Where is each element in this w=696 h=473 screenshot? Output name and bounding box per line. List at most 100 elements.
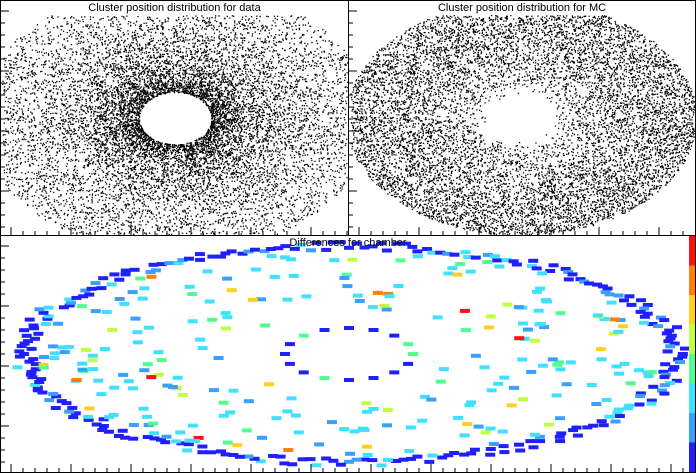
interior-bin	[187, 292, 198, 296]
interior-bin	[362, 409, 373, 414]
outer-ring-bin	[216, 254, 226, 259]
interior-bin	[586, 383, 597, 387]
outer-ring-bin	[184, 256, 194, 261]
outer-ring-bin	[289, 246, 300, 251]
outer-ring-bin	[156, 437, 166, 442]
interior-bin	[90, 309, 101, 314]
outer-ring-bin	[91, 422, 102, 427]
interior-bin	[184, 438, 195, 443]
outer-ring-bin	[665, 336, 676, 341]
outer-ring-bin	[525, 439, 536, 444]
outer-ring-bin	[382, 458, 393, 462]
outer-ring-bin	[659, 391, 670, 396]
interior-bin	[187, 423, 198, 428]
outer-ring-bin	[511, 262, 522, 267]
outer-ring-bin	[145, 270, 156, 275]
outer-ring-bin	[646, 401, 657, 406]
interior-bin	[494, 264, 505, 269]
interior-bin	[144, 325, 154, 330]
interior-bin	[243, 399, 254, 404]
interior-bin	[372, 290, 383, 295]
outer-ring-bin	[642, 311, 653, 316]
interior-bin	[367, 305, 378, 310]
outer-ring-bin	[466, 451, 477, 456]
outer-ring-bin	[30, 367, 41, 372]
outer-ring-bin	[563, 270, 574, 274]
outer-ring-bin	[614, 414, 625, 418]
interior-bin	[184, 284, 195, 289]
outer-ring-bin	[226, 249, 237, 254]
mc-cluster-title: Cluster position distribution for MC	[437, 2, 607, 14]
outer-ring-bin	[597, 284, 608, 289]
outer-ring-bin	[483, 252, 493, 257]
interior-bin	[591, 402, 602, 406]
interior-bin	[555, 416, 566, 421]
outer-ring-bin	[321, 247, 332, 252]
outer-ring-bin	[391, 459, 402, 463]
interior-bin	[146, 274, 157, 279]
interior-bin	[162, 383, 173, 388]
interior-bin	[135, 276, 146, 281]
outer-ring-bin	[600, 290, 611, 295]
outer-ring-bin	[531, 266, 542, 271]
data-cluster-pad: Cluster position distribution for data	[0, 0, 349, 236]
outer-ring-bin	[114, 277, 125, 282]
interior-bin	[187, 319, 198, 324]
inner-ring-bin	[319, 328, 330, 332]
outer-ring-bin	[567, 272, 578, 277]
interior-bin	[314, 442, 325, 447]
interior-bin	[247, 297, 258, 302]
interior-bin	[485, 314, 496, 319]
outer-ring-bin	[489, 254, 500, 259]
interior-bin	[197, 346, 208, 351]
interior-bin	[269, 274, 280, 279]
interior-bin	[87, 358, 98, 363]
outer-ring-bin	[528, 258, 539, 263]
interior-bin	[329, 258, 340, 263]
interior-bin	[482, 260, 493, 264]
interior-bin	[362, 453, 373, 457]
interior-bin	[107, 328, 118, 332]
outer-ring-bin	[335, 462, 346, 467]
outer-ring-bin	[407, 244, 418, 249]
interior-bin	[139, 286, 150, 291]
interior-bin	[38, 362, 49, 367]
outer-ring-bin	[400, 241, 411, 246]
interior-bin	[488, 442, 499, 446]
interior-bin	[615, 318, 626, 322]
interior-bin	[453, 415, 463, 420]
outer-ring-bin	[176, 441, 187, 446]
interior-bin	[354, 299, 365, 303]
interior-bin	[552, 362, 563, 367]
interior-bin	[195, 337, 206, 342]
interior-bin	[497, 429, 508, 434]
outer-ring-bin	[639, 314, 650, 319]
outer-ring-bin	[660, 372, 671, 377]
outer-ring-bin	[120, 268, 131, 273]
interior-bin	[432, 315, 443, 320]
outer-ring-bin	[624, 294, 635, 299]
outer-ring-bin	[527, 264, 537, 269]
outer-ring-bin	[610, 419, 621, 424]
outer-ring-bin	[78, 294, 89, 299]
outer-ring-bin	[30, 383, 41, 387]
interior-bin	[483, 325, 494, 330]
outer-ring-bin	[98, 276, 109, 281]
outer-ring-bin	[470, 255, 481, 260]
color-palette	[689, 236, 695, 472]
interior-bin	[459, 308, 470, 313]
outer-ring-bin	[206, 450, 217, 455]
outer-ring-bin	[663, 339, 674, 344]
outer-ring-bin	[265, 247, 276, 251]
outer-ring-bin	[672, 325, 682, 330]
outer-ring-bin	[237, 251, 248, 256]
interior-bin	[518, 397, 528, 402]
outer-ring-bin	[220, 251, 231, 256]
inner-ring-bin	[280, 352, 290, 356]
inner-ring-bin	[403, 342, 414, 347]
outer-ring-bin	[12, 365, 23, 370]
interior-bin	[260, 323, 270, 328]
inner-ring-bin	[344, 326, 354, 330]
interior-bin	[379, 303, 390, 308]
interior-bin	[59, 350, 70, 355]
